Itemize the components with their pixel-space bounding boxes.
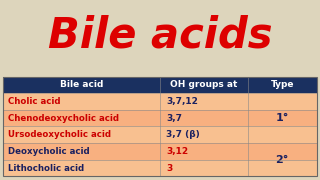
- Text: 3,12: 3,12: [166, 147, 188, 156]
- Text: Lithocholic acid: Lithocholic acid: [8, 164, 84, 173]
- Text: Bile acids: Bile acids: [48, 15, 272, 57]
- Bar: [3, 160, 317, 176]
- Text: Type: Type: [270, 80, 294, 89]
- Bar: [3, 143, 317, 160]
- Bar: [3, 93, 317, 110]
- Text: 3: 3: [166, 164, 172, 173]
- Text: Deoxycholic acid: Deoxycholic acid: [8, 147, 90, 156]
- Bar: [3, 126, 317, 143]
- Text: 3,7,12: 3,7,12: [166, 97, 198, 106]
- Text: Ursodeoxycholic acid: Ursodeoxycholic acid: [8, 130, 111, 139]
- Text: Chenodeoxycholic acid: Chenodeoxycholic acid: [8, 114, 119, 123]
- Bar: [3, 76, 317, 93]
- Text: 1°: 1°: [276, 113, 289, 123]
- Bar: [3, 76, 317, 176]
- Bar: [3, 110, 317, 126]
- Text: 3,7: 3,7: [166, 114, 182, 123]
- Text: OH groups at: OH groups at: [170, 80, 237, 89]
- Text: Cholic acid: Cholic acid: [8, 97, 60, 106]
- Text: Bile acid: Bile acid: [60, 80, 103, 89]
- Text: 2°: 2°: [276, 155, 289, 165]
- Text: 3,7 (β): 3,7 (β): [166, 130, 200, 139]
